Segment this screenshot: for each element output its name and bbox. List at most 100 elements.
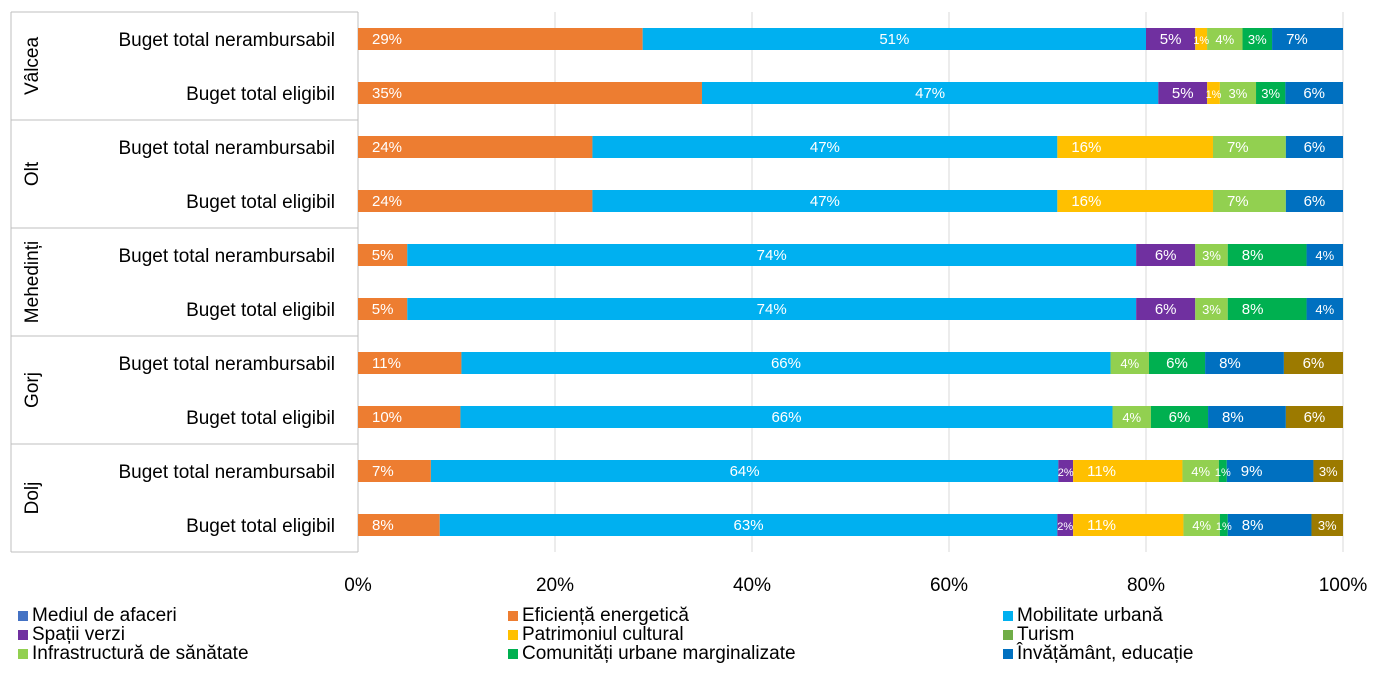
segment-label: 3%	[1318, 518, 1337, 533]
bar-segment	[1112, 406, 1151, 428]
segment-label: 6%	[1155, 301, 1177, 318]
bar-segment	[1212, 136, 1286, 158]
group-label: Vâlcea	[22, 37, 43, 96]
bar-segment	[358, 244, 408, 266]
x-tick-label: 0%	[344, 575, 372, 596]
bar-segment	[358, 460, 431, 482]
x-axis-ticks: 0% 20% 40% 60% 80% 100%	[344, 575, 1367, 596]
legend-label: Spații verzi	[32, 624, 125, 645]
segment-label: 1%	[1215, 467, 1231, 479]
bar-segment	[1256, 82, 1286, 104]
segment-label: 8%	[1242, 517, 1264, 534]
bar-segment	[358, 28, 643, 50]
bar-segment	[1136, 244, 1196, 266]
bar-segment	[358, 352, 462, 374]
bar-segment	[358, 136, 593, 158]
bar-segment	[1219, 82, 1257, 104]
bar-segment	[1182, 460, 1219, 482]
bar-segment	[1183, 514, 1220, 536]
segment-label: 64%	[730, 463, 760, 480]
category-label: Buget total eligibil	[186, 300, 335, 321]
legend-swatch	[1003, 649, 1013, 659]
segment-label: 5%	[372, 301, 394, 318]
legend: Mediul de afaceri Eficiență energetică Mob…	[18, 605, 1193, 664]
bar-segment	[358, 82, 702, 104]
segment-label: 16%	[1071, 193, 1101, 210]
segment-label: 11%	[1087, 463, 1116, 480]
bar-segment	[407, 244, 1137, 266]
bar-segment	[1285, 190, 1343, 212]
segment-label: 2%	[1058, 467, 1074, 479]
bar-segment	[642, 28, 1146, 50]
bar-segment	[1218, 460, 1227, 482]
bar-segment	[1212, 190, 1286, 212]
segment-label: 9%	[1241, 463, 1263, 480]
segment-label: 8%	[1242, 247, 1264, 264]
x-tick-label: 60%	[930, 575, 968, 596]
segment-label: 29%	[372, 31, 402, 48]
category-label: Buget total eligibil	[186, 84, 335, 105]
segment-label: 6%	[1303, 355, 1325, 372]
legend-label: Comunități urbane marginalizate	[522, 643, 796, 664]
segment-label: 66%	[771, 355, 801, 372]
category-label: Buget total nerambursabil	[118, 354, 335, 375]
legend-label: Infrastructură de sănătate	[32, 643, 249, 664]
bar-segment	[1158, 82, 1208, 104]
bar-segment	[1207, 82, 1220, 104]
segment-label: 3%	[1202, 302, 1221, 317]
segment-label: 10%	[372, 409, 402, 426]
segment-label: 8%	[1219, 355, 1241, 372]
group-label: Dolj	[22, 482, 43, 515]
segment-label: 1%	[1206, 89, 1222, 101]
bar-segment	[1057, 136, 1213, 158]
segment-label: 74%	[757, 301, 787, 318]
bar-segment	[1242, 28, 1273, 50]
bar-segment	[1207, 28, 1243, 50]
bar-segment	[1227, 298, 1307, 320]
segment-label: 8%	[1222, 409, 1244, 426]
bar-segment	[460, 406, 1113, 428]
segment-label: 11%	[1087, 517, 1116, 534]
segment-label: 1%	[1216, 521, 1232, 533]
segment-label: 3%	[1202, 248, 1221, 263]
segment-label: 3%	[1248, 32, 1267, 47]
segment-label: 6%	[1155, 247, 1177, 264]
segment-label: 4%	[1120, 356, 1139, 371]
segment-label: 5%	[1160, 31, 1182, 48]
category-label: Buget total nerambursabil	[118, 30, 335, 51]
bar-segment	[1272, 28, 1343, 50]
bar-segment	[358, 298, 408, 320]
segment-label: 7%	[1227, 139, 1249, 156]
bar-segment	[1146, 28, 1196, 50]
bar-segment	[1311, 514, 1343, 536]
x-tick-label: 80%	[1127, 575, 1165, 596]
bar-segment	[358, 190, 593, 212]
bar-segment	[1195, 28, 1208, 50]
category-frame	[10, 11, 359, 553]
bar-segment	[592, 190, 1058, 212]
legend-swatch	[508, 649, 518, 659]
segment-label: 6%	[1166, 355, 1188, 372]
bar-segment	[1205, 352, 1284, 374]
x-tick-label: 20%	[536, 575, 574, 596]
bar-segment	[1057, 190, 1213, 212]
bar-segment	[430, 460, 1059, 482]
segment-labels: 29% 51% 5% 1% 4% 3% 7% 35% 47% 5% 1% 3% 3% 6% 24% 47% 16…	[372, 31, 1338, 534]
segment-label: 66%	[771, 409, 801, 426]
segment-label: 5%	[372, 247, 394, 264]
segment-label: 4%	[1215, 32, 1234, 47]
segment-label: 4%	[1192, 518, 1211, 533]
bars	[358, 28, 1343, 536]
segment-label: 6%	[1303, 85, 1325, 102]
bar-segment	[1285, 82, 1343, 104]
group-labels: Vâlcea Olt Mehedinți Gorj Dolj	[22, 37, 43, 515]
category-label: Buget total nerambursabil	[118, 462, 335, 483]
bar-segment	[1313, 460, 1343, 482]
segment-label: 1%	[1193, 35, 1209, 47]
x-tick-label: 40%	[733, 575, 771, 596]
bar-segment	[1285, 136, 1343, 158]
segment-label: 11%	[372, 355, 401, 372]
legend-swatch	[508, 630, 518, 640]
legend-label: Învățământ, educație	[1016, 642, 1193, 664]
bar-segment	[701, 82, 1159, 104]
